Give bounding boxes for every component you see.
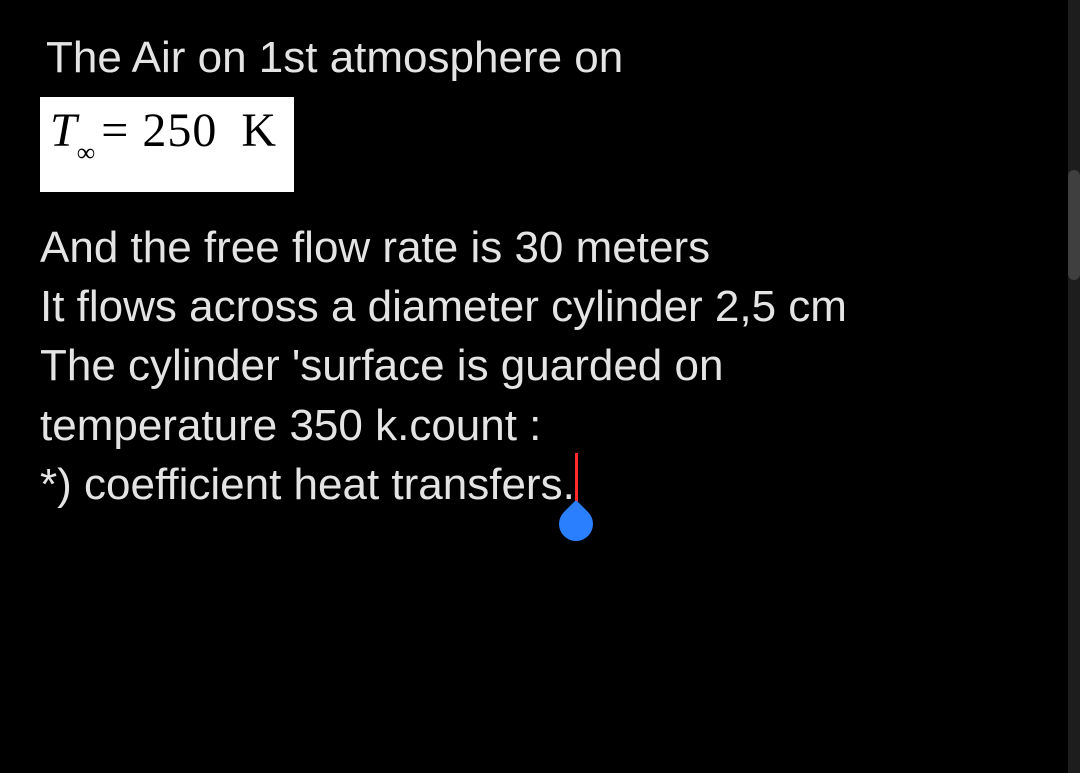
text-line-3: And the free flow rate is 30 meters (40, 218, 1040, 277)
text-line-1: The Air on 1st atmosphere on (40, 28, 1040, 87)
scrollbar-track[interactable] (1068, 0, 1080, 773)
equation-symbol: T (50, 104, 77, 157)
text-line-7: *) coefficient heat transfers. (40, 455, 1040, 514)
scrollbar-thumb[interactable] (1068, 170, 1080, 280)
text-line-5: The cylinder 'surface is guarded on (40, 336, 1040, 395)
equation-value: 250 (142, 104, 217, 157)
equation-unit: K (241, 104, 276, 157)
text-line-4: It flows across a diameter cylinder 2,5 … (40, 277, 1040, 336)
editor-viewport[interactable]: The Air on 1st atmosphere on T∞=250 K An… (0, 0, 1080, 773)
equation-subscript: ∞ (77, 138, 96, 167)
equation-image: T∞=250 K (40, 97, 294, 191)
text-line-7-content: *) coefficient heat transfers. (40, 460, 575, 509)
equation-equals: = (95, 104, 142, 157)
text-line-6: temperature 350 k.count : (40, 396, 1040, 455)
